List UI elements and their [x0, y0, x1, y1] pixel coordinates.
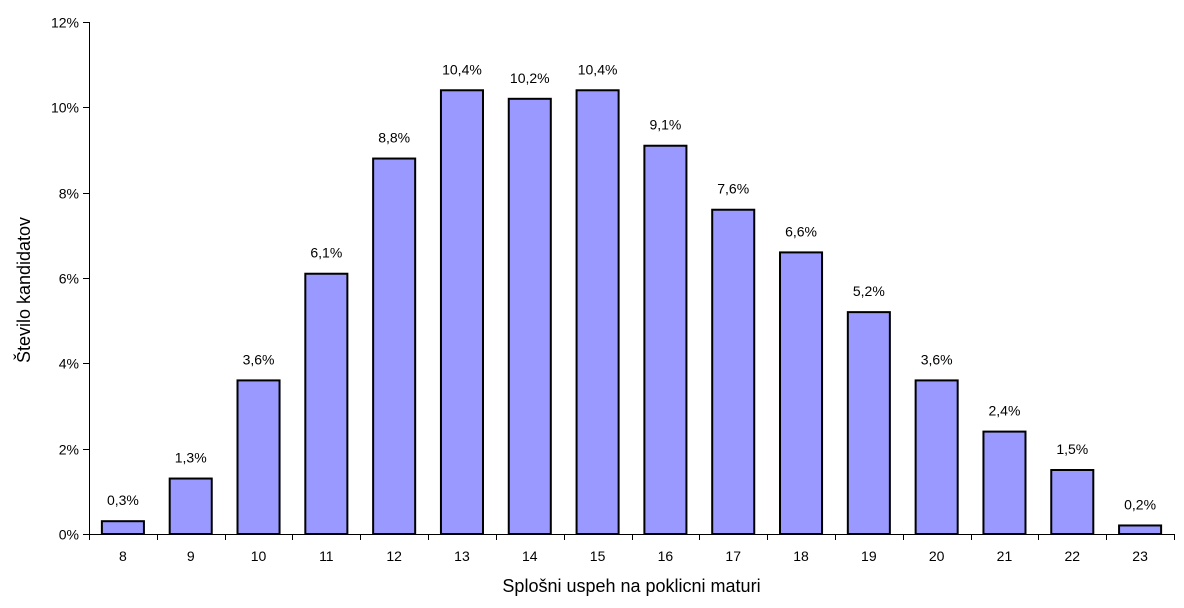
- x-tick-label: 17: [725, 548, 741, 564]
- bar: [304, 272, 349, 535]
- bar: [846, 311, 891, 535]
- data-label: 0,2%: [1124, 496, 1156, 512]
- bar: [439, 89, 484, 536]
- y-tick-label: 6%: [59, 271, 79, 287]
- data-label: 7,6%: [717, 181, 749, 197]
- data-label: 3,6%: [243, 351, 275, 367]
- x-tick-label: 20: [929, 548, 945, 564]
- y-ticks-group: 0% 2% 4% 6% 8% 10% 12%: [51, 15, 89, 543]
- x-tick-label: 22: [1064, 548, 1080, 564]
- y-axis-title: Število kandidatov: [13, 217, 34, 363]
- data-label: 5,2%: [853, 283, 885, 299]
- bar: [711, 208, 756, 535]
- bar: [236, 379, 281, 535]
- data-label: 8,8%: [378, 130, 410, 146]
- x-tick-label: 18: [793, 548, 809, 564]
- data-label: 1,3%: [175, 450, 207, 466]
- bar: [507, 97, 552, 536]
- data-label: 2,4%: [989, 403, 1021, 419]
- y-tick-label: 0%: [59, 527, 79, 543]
- x-tick-label: 10: [251, 548, 267, 564]
- y-tick-label: 8%: [59, 186, 79, 202]
- x-tick-label: 13: [454, 548, 470, 564]
- bar: [643, 144, 688, 535]
- y-tick-label: 10%: [51, 100, 79, 116]
- x-tick-label: 15: [590, 548, 606, 564]
- x-tick-label: 21: [997, 548, 1013, 564]
- data-label: 10,2%: [510, 70, 550, 86]
- bar: [779, 251, 824, 535]
- x-tick-label: 19: [861, 548, 877, 564]
- y-tick-label: 4%: [59, 356, 79, 372]
- data-label: 3,6%: [921, 351, 953, 367]
- bar: [100, 520, 145, 536]
- bar: [168, 477, 213, 535]
- data-label: 0,3%: [107, 492, 139, 508]
- bar: [1050, 469, 1095, 535]
- data-label: 6,6%: [785, 223, 817, 239]
- x-tick-label: 12: [386, 548, 402, 564]
- bar: [1118, 524, 1163, 536]
- data-label: 10,4%: [442, 61, 482, 77]
- x-ticks-group: 8 9 10 11 12 13 14 15 16 17 18 19 20 21 22 23: [89, 534, 1175, 564]
- bar: [914, 379, 959, 535]
- data-label: 6,1%: [310, 245, 342, 261]
- x-tick-label: 16: [658, 548, 674, 564]
- data-labels-group: 0,3% 1,3% 3,6% 6,1% 8,8% 10,4% 10,2% 10,4% 9,1% 7…: [107, 61, 1156, 512]
- y-tick-label: 12%: [51, 15, 79, 31]
- x-tick-label: 14: [522, 548, 538, 564]
- x-tick-label: 8: [119, 548, 127, 564]
- bars-group: [100, 89, 1163, 536]
- x-axis-title: Splošni uspeh na poklicni maturi: [502, 576, 760, 596]
- data-label: 10,4%: [578, 61, 618, 77]
- x-tick-label: 11: [319, 548, 334, 564]
- bar: [372, 157, 417, 536]
- bar: [575, 89, 620, 536]
- bar: [982, 430, 1027, 536]
- data-label: 9,1%: [649, 117, 681, 133]
- x-tick-label: 23: [1132, 548, 1148, 564]
- data-label: 1,5%: [1056, 441, 1088, 457]
- y-tick-label: 2%: [59, 442, 79, 458]
- x-tick-label: 9: [187, 548, 195, 564]
